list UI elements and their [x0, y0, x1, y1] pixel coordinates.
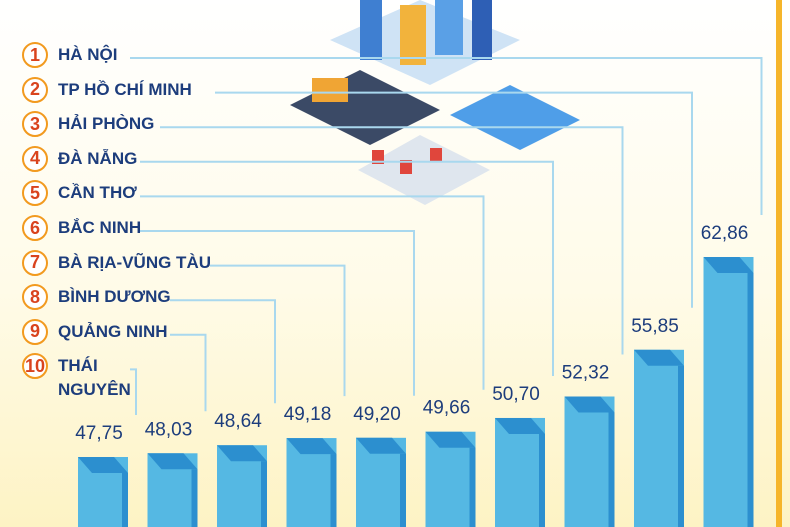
value-label: 49,20 [353, 404, 401, 425]
list-row: 6 BẮC NINH [22, 215, 141, 245]
value-label: 49,18 [284, 404, 332, 425]
bar-side [608, 412, 615, 527]
value-label: 48,03 [145, 419, 193, 440]
connector-line [130, 57, 763, 215]
bar-fold [495, 417, 545, 434]
connector-line [140, 230, 415, 396]
bar-fold [286, 438, 337, 455]
value-label: 47,75 [75, 423, 123, 444]
connector-line [140, 195, 485, 390]
category-name: THÁI NGUYÊN [58, 356, 131, 400]
category-name: ĐÀ NẴNG [58, 148, 138, 168]
connector-line [210, 264, 346, 397]
list-row: 5 CẦN THƠ [22, 180, 137, 210]
bar-fold [425, 431, 476, 448]
rank-badge: 7 [22, 249, 48, 276]
category-name: CẦN THƠ [58, 183, 137, 203]
list-row: 2 TP HỒ CHÍ MINH [22, 76, 192, 107]
list-row: 3 HẢI PHÒNG [22, 111, 154, 141]
category-name: TP HỒ CHÍ MINH [58, 79, 192, 99]
bar-fold [217, 445, 267, 462]
category-name: QUẢNG NINH [58, 321, 168, 341]
bar [703, 257, 754, 527]
connector-line [140, 160, 554, 376]
bar-fold [356, 437, 406, 454]
city-illustration [290, 0, 580, 205]
list-row: 1 HÀ NỘI [22, 42, 118, 72]
connector-line [215, 91, 693, 308]
bar [495, 417, 545, 527]
rank-badge: 2 [22, 76, 48, 103]
bar-side [747, 273, 754, 527]
connector-line [170, 333, 207, 412]
list-row: 4 ĐÀ NẴNG [22, 145, 138, 176]
bar-fold [78, 457, 128, 473]
frame-edge [776, 0, 782, 527]
value-label: 52,32 [562, 363, 610, 384]
rank-badge: 1 [22, 42, 48, 68]
value-label: 48,64 [214, 411, 262, 432]
rank-badge: 8 [22, 284, 48, 311]
list-row: 9 QUẢNG NINH [22, 318, 168, 349]
list-row: 10 THÁI NGUYÊN [22, 353, 131, 399]
bar-fold [564, 396, 615, 413]
bar-side [469, 447, 476, 527]
bar [634, 349, 684, 527]
category-name: BÀ RỊA-VŨNG TÀU [58, 252, 211, 272]
bar-side [539, 433, 545, 527]
bar-fold [634, 349, 684, 366]
rank-badge: 3 [22, 111, 48, 138]
value-label: 50,70 [492, 384, 540, 405]
value-label: 49,66 [423, 398, 471, 419]
bar-fold [147, 453, 198, 470]
rank-badge: 4 [22, 145, 48, 172]
category-name: HẢI PHÒNG [58, 114, 155, 134]
bar-side [400, 453, 406, 527]
bar-fold [703, 257, 754, 273]
category-name: BÌNH DƯƠNG [58, 287, 171, 307]
rank-badge: 9 [22, 318, 48, 345]
bar-side [122, 473, 128, 527]
category-name: HÀ NỘI [58, 45, 118, 64]
rank-badge: 10 [22, 353, 48, 380]
list-row: 7 BÀ RỊA-VŨNG TÀU [22, 249, 211, 280]
bar [564, 396, 615, 527]
connector-line [160, 126, 624, 355]
rank-badge: 5 [22, 180, 48, 207]
bar-side [330, 454, 337, 527]
rank-badge: 6 [22, 215, 48, 241]
connector-line [130, 368, 137, 415]
category-name: BẮC NINH [58, 218, 142, 237]
bar-side [261, 461, 267, 527]
value-label: 55,85 [631, 316, 679, 337]
bar-side [191, 469, 198, 527]
value-label: 62,86 [701, 223, 749, 244]
connector-line [170, 299, 276, 404]
bar-side [678, 365, 684, 527]
list-row: 8 BÌNH DƯƠNG [22, 284, 171, 314]
